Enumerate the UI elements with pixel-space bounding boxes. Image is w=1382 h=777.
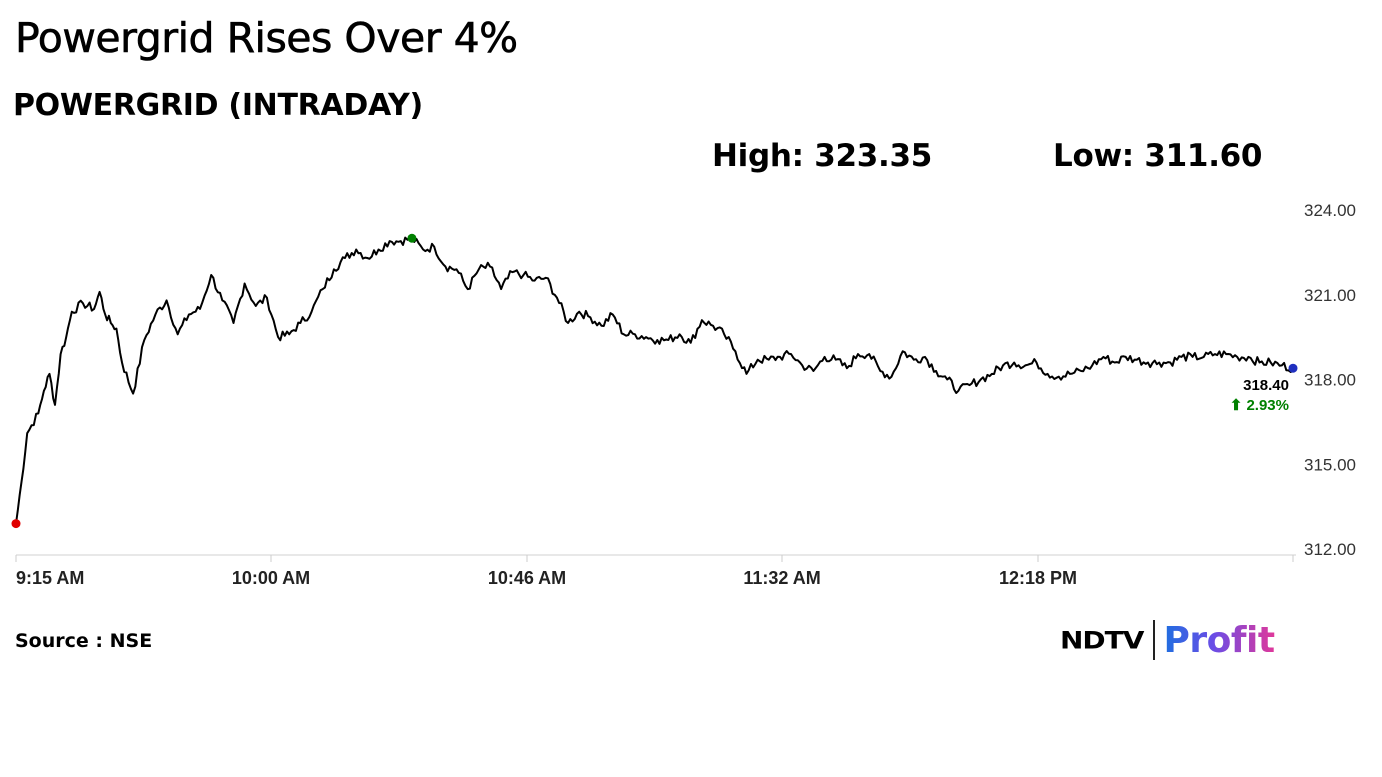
y-tick-label: 318.00 bbox=[1304, 371, 1356, 390]
y-tick-label: 312.00 bbox=[1304, 540, 1356, 559]
x-tick-label: 10:00 AM bbox=[232, 568, 310, 588]
price-change-label: ⬆ 2.93% bbox=[1230, 397, 1289, 414]
y-axis-ticks: 324.00 321.00 318.00 315.00 312.00 bbox=[1304, 201, 1356, 559]
y-tick-label: 321.00 bbox=[1304, 286, 1356, 305]
ndtv-wordmark: NDTV bbox=[1060, 625, 1144, 655]
y-tick-label: 315.00 bbox=[1304, 455, 1356, 474]
price-series-line bbox=[15, 235, 1294, 524]
x-tick-label: 9:15 AM bbox=[16, 568, 84, 588]
low-stat: Low: 311.60 bbox=[1053, 138, 1263, 174]
last-price-marker bbox=[1288, 363, 1298, 373]
ndtv-profit-logo: NDTV Profit bbox=[1060, 617, 1275, 663]
intraday-line-chart: 324.00 321.00 318.00 315.00 312.00 9:15 AM 10… bbox=[11, 201, 1356, 588]
x-tick-label: 12:18 PM bbox=[999, 568, 1077, 588]
headline: Powergrid Rises Over 4% bbox=[15, 14, 519, 63]
x-axis-ticks: 9:15 AM 10:00 AM 10:46 AM 11:32 AM 12:18 PM bbox=[15, 555, 1294, 588]
last-price-label: 318.40 bbox=[1243, 377, 1289, 394]
x-tick-label: 11:32 AM bbox=[743, 568, 820, 588]
open-price-marker bbox=[11, 519, 21, 529]
profit-wordmark: Profit bbox=[1163, 619, 1275, 661]
x-tick-label: 10:46 AM bbox=[488, 568, 566, 588]
source-note: Source : NSE bbox=[15, 630, 153, 652]
logo-divider bbox=[1153, 620, 1156, 660]
day-high-marker bbox=[407, 233, 417, 243]
y-tick-label: 324.00 bbox=[1304, 201, 1356, 220]
high-stat: High: 323.35 bbox=[712, 138, 933, 174]
chart-title: POWERGRID (INTRADAY) bbox=[13, 88, 423, 123]
